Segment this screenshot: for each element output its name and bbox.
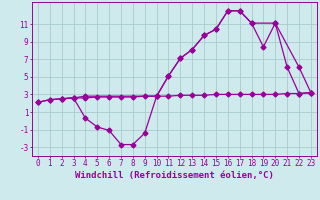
X-axis label: Windchill (Refroidissement éolien,°C): Windchill (Refroidissement éolien,°C): [75, 171, 274, 180]
